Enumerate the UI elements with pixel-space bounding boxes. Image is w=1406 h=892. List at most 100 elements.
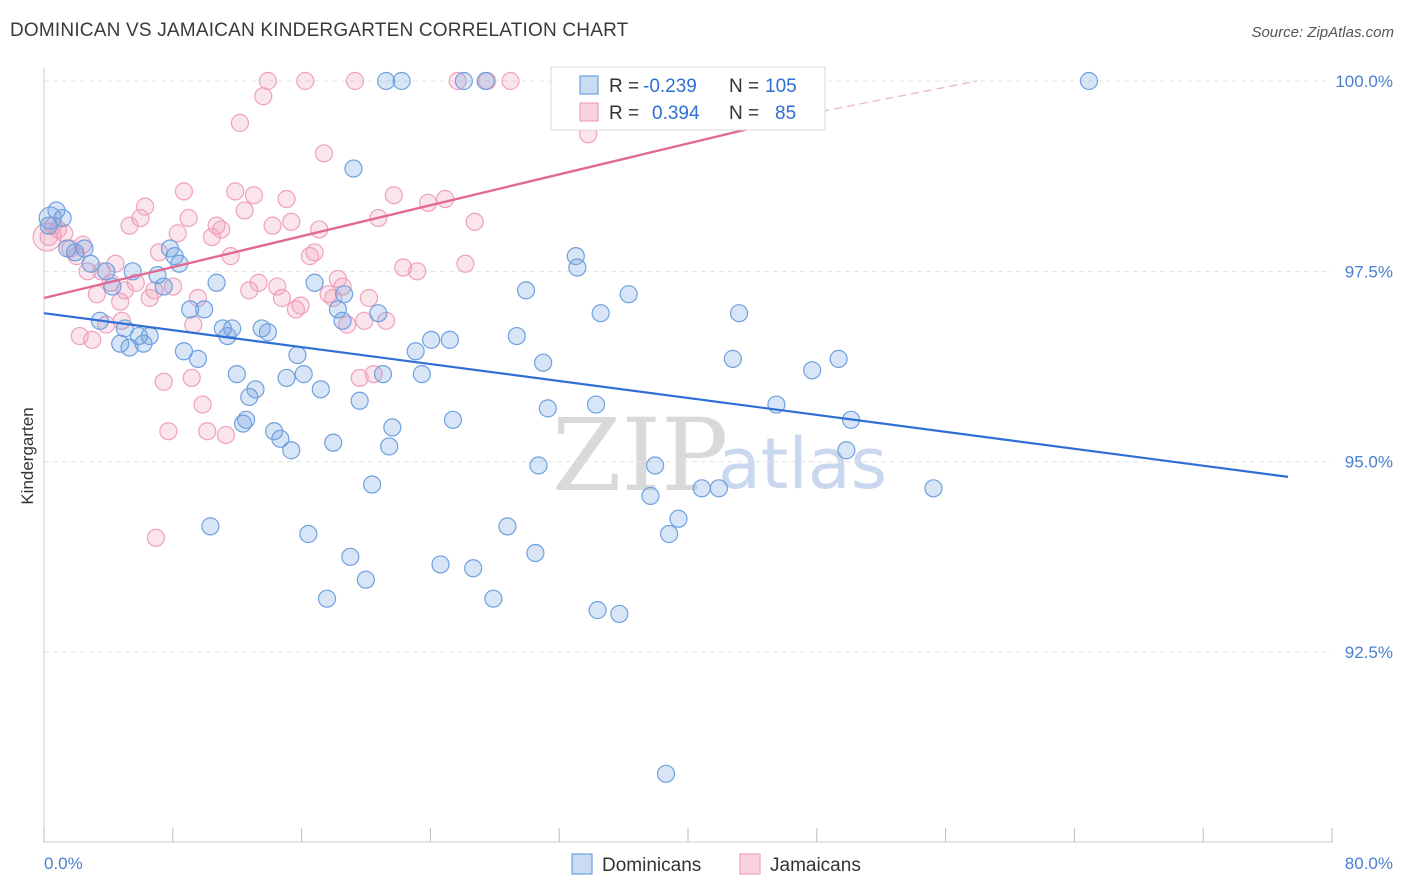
jamaicans-point-45 [258, 71, 278, 91]
dominicans-point-53 [356, 570, 375, 589]
jamaicans-point-44 [254, 87, 273, 106]
jamaicans-point-49 [277, 189, 296, 209]
dominicans-point-97 [837, 441, 856, 460]
jamaicans-point-17 [126, 273, 145, 292]
watermark-atlas: atlas [718, 423, 887, 505]
dominicans-point-80 [568, 258, 587, 277]
jamaicans-point-36 [216, 425, 236, 445]
y-axis-label: Kindergarten [18, 407, 37, 504]
dominicans-point-2 [53, 208, 72, 228]
jamaicans-point-3 [55, 224, 74, 243]
dominicans-point-67 [454, 71, 473, 91]
jamaicans-point-42 [244, 186, 264, 205]
jamaicans-point-72 [408, 262, 427, 281]
jamaicans-point-63 [345, 71, 365, 91]
dominicans-point-88 [669, 509, 688, 528]
jamaicans-point-71 [394, 258, 413, 277]
chart-title: DOMINICAN VS JAMAICAN KINDERGARTEN CORRE… [10, 20, 629, 41]
x-tick-label-0: 0.0% [44, 854, 83, 873]
jamaicans-point-69 [377, 311, 396, 330]
dominicans-point-85 [641, 486, 660, 506]
legend-n-value-jamaicans: 85 [775, 103, 796, 124]
dominicans-point-75 [529, 456, 548, 475]
jamaicans-point-21 [145, 281, 164, 300]
dominicans-point-23 [181, 300, 200, 319]
legend-swatch-jamaicans [579, 102, 599, 122]
dominicans-point-40 [282, 441, 301, 460]
dominicans-point-104 [237, 410, 256, 429]
jamaicans-point-82 [146, 528, 166, 547]
jamaicans-point-66 [359, 288, 379, 308]
jamaicans-point-73 [418, 193, 438, 212]
y-ticks-layer: 92.5% 95.0% 97.5% 100.0% [1335, 72, 1393, 662]
dominicans-point-54 [363, 475, 382, 494]
legend-r-label-dominicans: R = [609, 76, 639, 97]
jamaicans-point-14 [111, 292, 130, 311]
jamaicans-point-47 [268, 277, 287, 296]
jamaicans-point-50 [282, 212, 301, 231]
dominicans-point-83 [591, 304, 610, 323]
dominicans-point-92 [723, 349, 742, 368]
legend-r-label-jamaicans: R = [609, 103, 639, 124]
bottom-legend-swatch-jamaicans[interactable] [739, 853, 761, 875]
dominicans-point-95 [803, 361, 822, 380]
bottom-legend-swatch-dominicans[interactable] [571, 853, 593, 875]
jamaicans-point-31 [193, 395, 212, 414]
jamaicans-point-18 [131, 208, 150, 228]
dominicans-point-82 [588, 601, 607, 620]
jamaicans-trend-extension [821, 80, 978, 113]
jamaicans-point-53 [296, 71, 315, 91]
dominicans-point-103 [333, 311, 352, 330]
jamaicans-point-13 [106, 254, 125, 273]
dominicans-point-34 [246, 380, 265, 399]
dominicans-point-30 [223, 319, 242, 338]
y-tick-label-1: 95.0% [1345, 453, 1393, 472]
jamaicans-point-84 [70, 326, 89, 346]
dominicans-point-46 [317, 589, 337, 608]
dominicans-point-18 [154, 277, 173, 296]
dominicans-point-50 [341, 547, 360, 566]
jamaicans-point-65 [355, 311, 374, 330]
dominicans-point-91 [709, 479, 728, 498]
dominicans-point-61 [406, 342, 425, 361]
dominicans-point-0 [39, 216, 58, 235]
dominicans-point-64 [431, 555, 450, 574]
y-tick-label-0: 92.5% [1345, 643, 1393, 662]
x-tick-label-1: 80.0% [1345, 854, 1393, 873]
jamaicans-point-35 [212, 220, 231, 239]
jamaicans-cluster-point [32, 222, 62, 252]
dominicans-point-99 [924, 479, 943, 498]
dominicans-point-56 [373, 365, 393, 384]
watermark-zip: ZIP [552, 397, 728, 514]
bottom-legend-label-dominicans[interactable]: Dominicans [602, 855, 701, 876]
jamaicans-point-24 [159, 422, 178, 441]
dominicans-points [38, 71, 1099, 783]
legend-n-label-jamaicans: N = [729, 103, 759, 124]
jamaicans-point-33 [202, 227, 222, 247]
dominicans-point-102 [610, 604, 629, 624]
dominicans-point-68 [464, 559, 483, 578]
y-tick-label-3: 100.0% [1335, 72, 1393, 91]
jamaicans-point-9 [87, 285, 106, 304]
bottom-legend-label-jamaicans[interactable]: Jamaicans [770, 855, 861, 876]
dominicans-point-76 [534, 353, 553, 372]
dominicans-point-47 [324, 433, 343, 452]
jamaicans-point-79 [501, 71, 520, 91]
dominicans-point-81 [586, 395, 606, 414]
chart-source: Source: ZipAtlas.com [1251, 24, 1394, 41]
dominicans-point-71 [498, 517, 517, 536]
jamaicans-point-75 [448, 71, 467, 91]
dominicans-point-4 [65, 243, 85, 262]
jamaicans-trend-line [43, 110, 822, 300]
dominicans-point-25 [195, 300, 214, 319]
dominicans-point-84 [619, 285, 638, 304]
dominicans-trend-line [43, 312, 1289, 478]
dominicans-point-26 [201, 517, 220, 536]
dominicans-point-49 [335, 285, 354, 304]
dominicans-point-45 [311, 380, 330, 399]
dominicans-point-6 [81, 254, 100, 273]
jamaicans-point-19 [135, 197, 155, 216]
dominicans-point-42 [294, 365, 313, 384]
dominicans-point-101 [656, 764, 676, 783]
